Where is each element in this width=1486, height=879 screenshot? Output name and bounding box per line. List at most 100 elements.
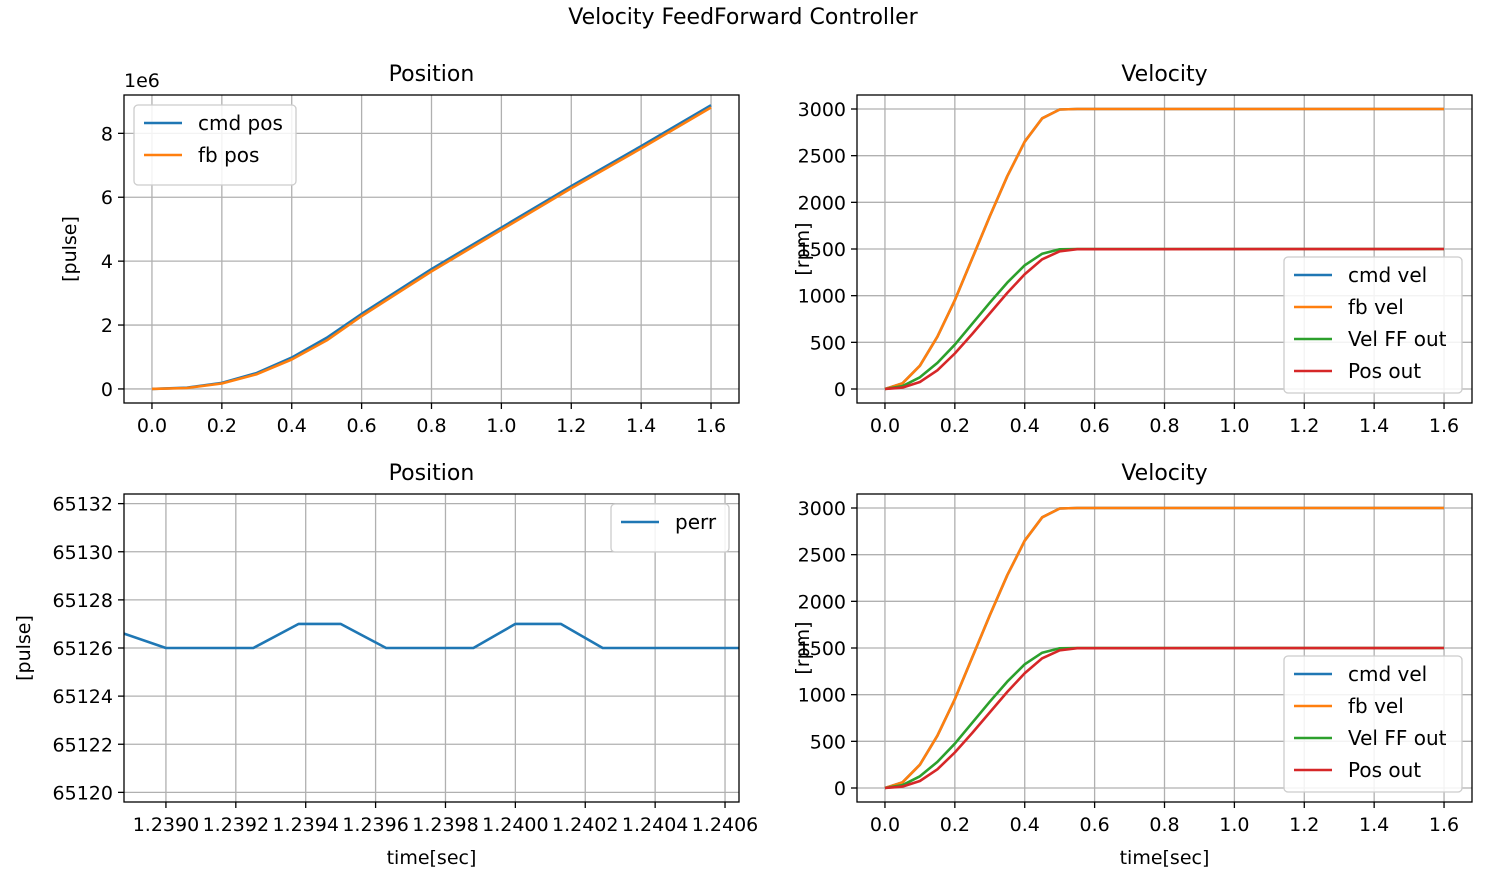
y-axis-label: [rpm] (792, 222, 814, 275)
x-tick-label: 1.6 (1429, 415, 1459, 437)
y-tick-label: 8 (101, 123, 113, 145)
x-tick-label: 1.2406 (692, 814, 758, 836)
y-offset-text: 1e6 (124, 70, 160, 92)
axes-frame (856, 493, 1473, 803)
x-tick-label: 1.0 (1219, 415, 1249, 437)
axes-title: Position (389, 461, 475, 486)
y-tick-label: 2500 (798, 146, 846, 168)
y-axis-label: [pulse] (13, 615, 35, 681)
y-tick-label: 0 (834, 379, 846, 401)
x-tick-label: 1.2392 (203, 814, 269, 836)
x-tick-label: 0.0 (870, 415, 900, 437)
x-tick-label: 1.2400 (482, 814, 548, 836)
subplot-velocity-bottom: Velocity [rpm] time[sec] 0.0 0.2 0.4 0.6 0.8… (792, 461, 1473, 869)
legend-label: Vel FF out (1348, 726, 1447, 750)
x-tick-label: 1.2404 (622, 814, 688, 836)
x-tick-label: 1.2 (1289, 415, 1319, 437)
y-tick-label: 6 (101, 187, 113, 209)
x-tick-label: 0.8 (1149, 814, 1179, 836)
x-tick-label: 0.2 (940, 415, 970, 437)
x-axis-label: time[sec] (387, 847, 477, 869)
x-tick-label: 0.6 (1080, 415, 1110, 437)
x-tick-label: 1.6 (696, 415, 726, 437)
y-tick-label: 1500 (798, 239, 846, 261)
y-tick-label: 65126 (53, 638, 113, 660)
legend: cmd pos fb pos (133, 104, 297, 186)
y-tick-label: 3000 (798, 99, 846, 121)
legend-label: Vel FF out (1348, 327, 1447, 351)
x-tick-label: 1.2398 (412, 814, 478, 836)
series-line (151, 106, 712, 391)
legend-label: Pos out (1348, 758, 1421, 782)
x-tick-label: 1.2 (1289, 814, 1319, 836)
axes-title: Position (389, 62, 475, 87)
y-tick-label: 1500 (798, 638, 846, 660)
axes-frame (123, 493, 740, 803)
y-tick-label: 4 (101, 251, 113, 273)
series-line (884, 247, 1444, 391)
series-line (884, 506, 1444, 790)
legend-frame (133, 104, 297, 186)
y-tick-label: 500 (810, 731, 846, 753)
x-tick-label: 0.4 (1010, 814, 1040, 836)
y-tick-label: 2000 (798, 192, 846, 214)
y-tick-label: 65122 (53, 734, 113, 756)
series-line (884, 646, 1445, 790)
y-axis-label: [pulse] (59, 216, 81, 282)
legend-label: cmd vel (1348, 662, 1427, 686)
y-tick-label: 65128 (53, 590, 113, 612)
x-tick-label: 0.0 (870, 814, 900, 836)
legend-frame (1283, 256, 1463, 394)
legend-label: fb vel (1348, 295, 1404, 319)
legend-frame (610, 503, 730, 553)
x-tick-label: 1.4 (1359, 814, 1389, 836)
legend-label: fb pos (198, 143, 259, 167)
x-tick-label: 0.2 (940, 814, 970, 836)
legend-label: cmd vel (1348, 263, 1427, 287)
series-line (124, 622, 739, 650)
x-tick-label: 1.0 (486, 415, 516, 437)
x-tick-label: 1.2390 (133, 814, 199, 836)
legend-label: cmd pos (198, 111, 283, 135)
series-line (884, 646, 1444, 790)
x-tick-label: 0.2 (207, 415, 237, 437)
y-tick-label: 0 (834, 778, 846, 800)
series-line (884, 247, 1445, 391)
axes-title: Velocity (1121, 62, 1207, 87)
x-tick-label: 0.4 (277, 415, 307, 437)
x-axis-label: time[sec] (1120, 847, 1210, 869)
x-tick-label: 1.2394 (272, 814, 338, 836)
y-tick-label: 65132 (53, 494, 113, 516)
subplot-position-error: Position [pulse] time[sec] 1.2390 1.2392 1… (13, 461, 758, 869)
grid (124, 95, 739, 403)
axes-frame (856, 94, 1473, 404)
y-tick-label: 2 (101, 315, 113, 337)
y-tick-label: 65130 (53, 542, 113, 564)
series-line (884, 107, 1444, 391)
y-tick-label: 2500 (798, 545, 846, 567)
x-tick-label: 0.6 (347, 415, 377, 437)
subplot-velocity-top: Velocity [rpm] 0.0 0.2 0.4 0.6 0.8 1.0 1.2 1.4 1… (792, 62, 1473, 437)
x-tick-label: 1.2 (556, 415, 586, 437)
x-tick-label: 0.8 (1149, 415, 1179, 437)
legend-label: Pos out (1348, 359, 1421, 383)
x-tick-label: 0.8 (416, 415, 446, 437)
x-tick-label: 1.4 (626, 415, 656, 437)
legend: cmd vel fb vel Vel FF out Pos out (1283, 256, 1463, 394)
subplot-position-top: Position [pulse] 1e6 0.0 0.2 0.4 0.6 0.8 1.0 1… (59, 62, 740, 437)
x-tick-label: 1.2402 (552, 814, 618, 836)
legend: perr (610, 503, 730, 553)
legend: cmd vel fb vel Vel FF out Pos out (1283, 655, 1463, 793)
y-axis-label: [rpm] (792, 621, 814, 674)
y-tick-label: 2000 (798, 591, 846, 613)
x-tick-label: 0.6 (1080, 814, 1110, 836)
legend-label: perr (675, 510, 717, 534)
y-tick-label: 3000 (798, 498, 846, 520)
x-tick-label: 0.0 (137, 415, 167, 437)
y-tick-label: 0 (101, 379, 113, 401)
y-tick-label: 1000 (798, 286, 846, 308)
y-tick-label: 500 (810, 332, 846, 354)
axes-frame (123, 94, 740, 404)
y-tick-label: 65124 (53, 686, 113, 708)
legend-label: fb vel (1348, 694, 1404, 718)
